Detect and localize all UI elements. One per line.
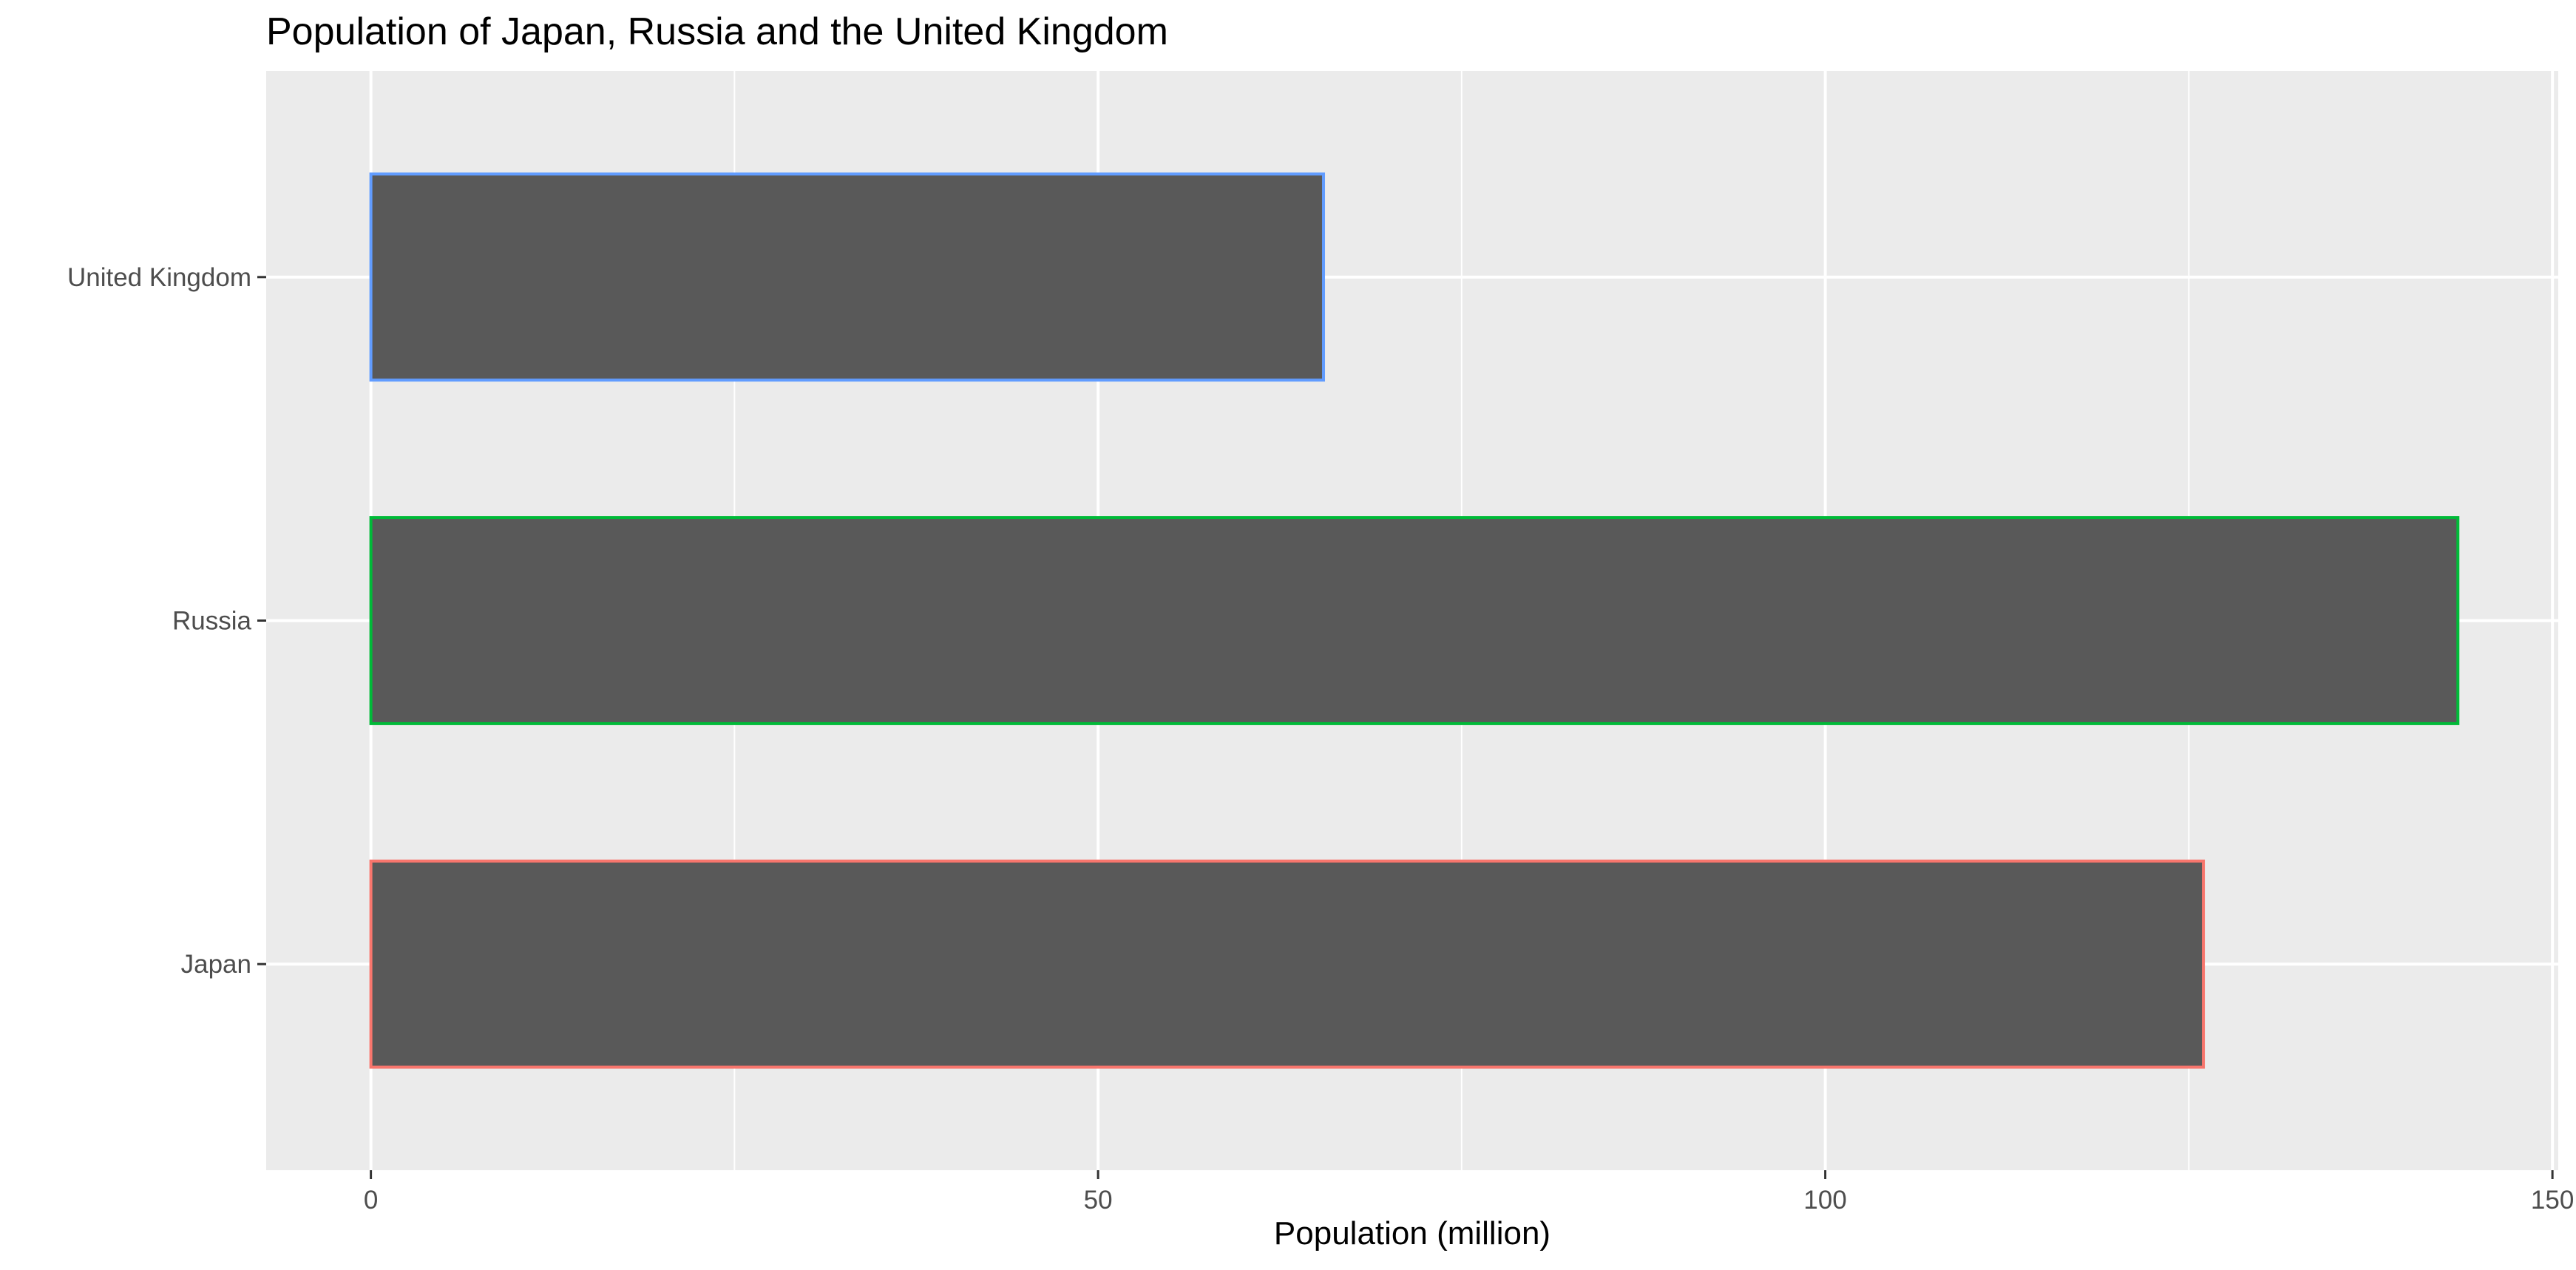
x-tick-label: 0 (364, 1186, 378, 1215)
y-tick-label: Russia (172, 607, 252, 636)
y-axis: Japan Russia United Kingdom (67, 263, 266, 979)
chart-title: Population of Japan, Russia and the Unit… (266, 10, 1168, 53)
bar-russia (369, 516, 2460, 725)
x-axis: 0 50 100 150 (364, 1170, 2574, 1215)
x-tick-label: 150 (2531, 1186, 2574, 1215)
bar-united-kingdom (369, 172, 1326, 382)
x-tick-label: 100 (1803, 1186, 1846, 1215)
bars-group (369, 172, 2460, 1069)
bar-japan (369, 859, 2206, 1069)
y-tick-label: Japan (181, 950, 251, 979)
y-tick-label: United Kingdom (67, 263, 251, 292)
x-axis-title: Population (million) (1274, 1215, 1550, 1252)
x-tick-label: 50 (1084, 1186, 1113, 1215)
